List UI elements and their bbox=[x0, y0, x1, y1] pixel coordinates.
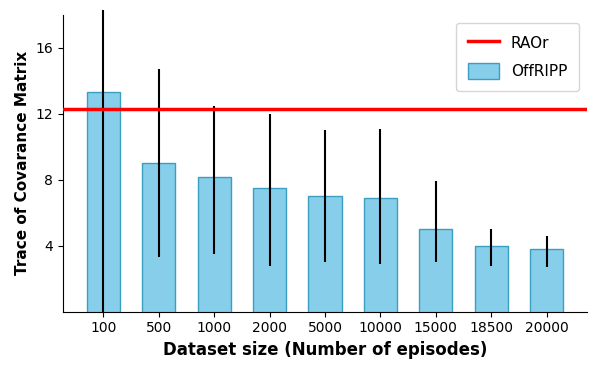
Bar bbox=[474, 246, 508, 312]
Bar bbox=[530, 249, 563, 312]
Bar bbox=[308, 196, 341, 312]
Y-axis label: Trace of Covarance Matrix: Trace of Covarance Matrix bbox=[15, 51, 30, 276]
X-axis label: Dataset size (Number of episodes): Dataset size (Number of episodes) bbox=[163, 341, 487, 359]
Bar bbox=[87, 92, 120, 312]
Bar bbox=[197, 177, 231, 312]
Bar bbox=[142, 163, 175, 312]
Bar bbox=[364, 198, 397, 312]
Bar bbox=[419, 229, 453, 312]
Bar bbox=[253, 188, 286, 312]
Legend: RAOr, OffRIPP: RAOr, OffRIPP bbox=[456, 23, 579, 91]
